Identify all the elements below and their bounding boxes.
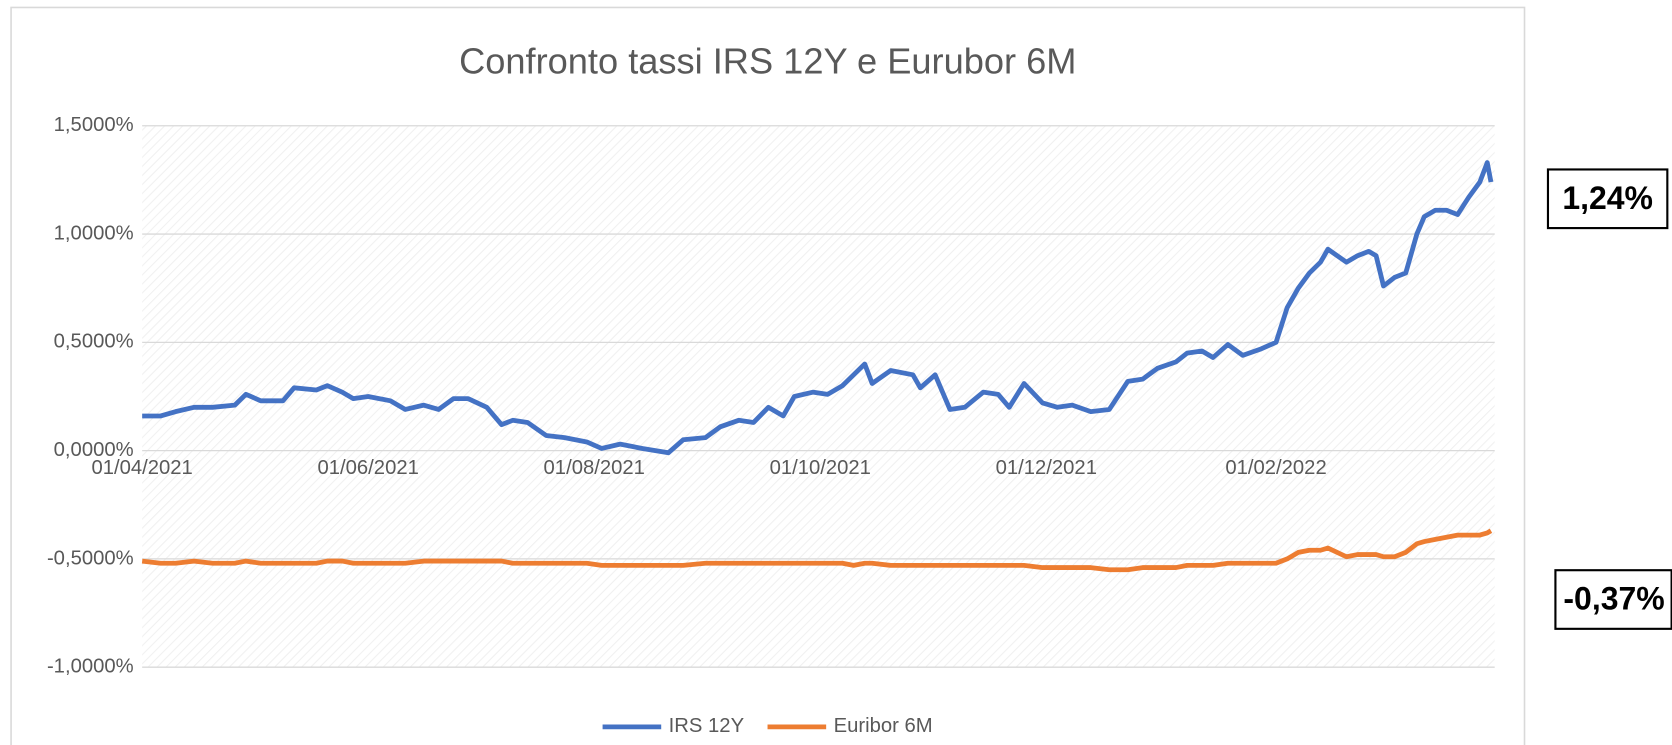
y-tick-label: 1,0000%: [54, 222, 134, 244]
legend-label: Euribor 6M: [834, 715, 933, 737]
x-tick-label: 01/10/2021: [770, 457, 871, 479]
y-tick-label: -1,0000%: [47, 656, 134, 678]
series-line: [141, 528, 1493, 573]
x-tick-label: 01/02/2022: [1225, 457, 1326, 479]
annotation-box: [1554, 569, 1672, 630]
y-tick-label: 0,0000%: [54, 439, 134, 461]
x-tick-label: 01/06/2021: [318, 457, 419, 479]
x-tick-label: 01/08/2021: [544, 457, 645, 479]
series-line: [142, 160, 1494, 456]
chart-title: Confronto tassi IRS 12Y e Eurubor 6M: [459, 41, 1076, 82]
x-tick-label: 01/12/2021: [996, 457, 1097, 479]
x-tick-label: 01/04/2021: [91, 457, 192, 479]
annotation-box: [1546, 168, 1669, 230]
y-tick-label: -0,5000%: [47, 547, 134, 569]
legend-label: IRS 12Y: [669, 715, 745, 737]
annotation: 1,24%: [1562, 180, 1653, 216]
annotation: -0,37%: [1563, 581, 1664, 617]
y-tick-label: 0,5000%: [54, 331, 134, 353]
y-tick-label: 1,5000%: [54, 114, 134, 136]
